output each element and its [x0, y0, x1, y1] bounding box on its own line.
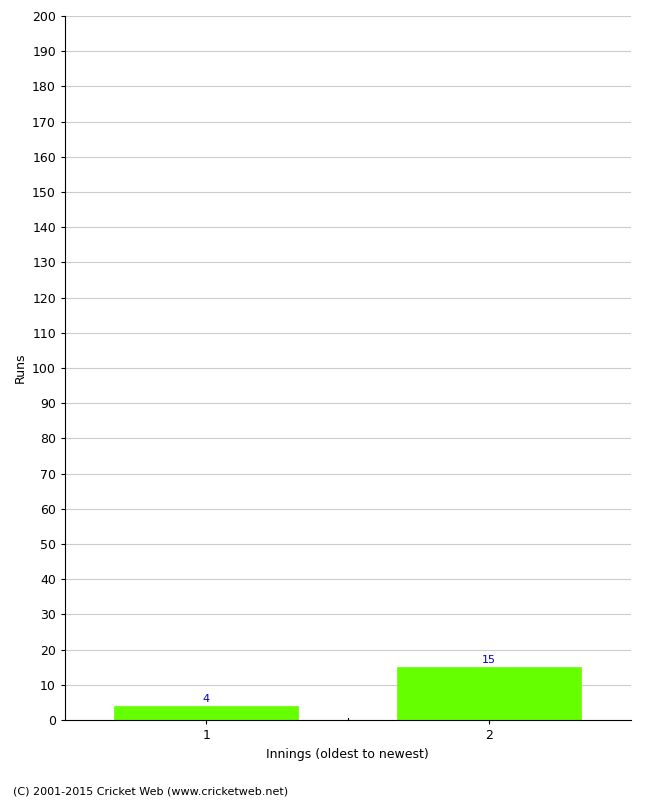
- Text: 15: 15: [482, 655, 496, 666]
- Bar: [114, 706, 298, 720]
- Text: (C) 2001-2015 Cricket Web (www.cricketweb.net): (C) 2001-2015 Cricket Web (www.cricketwe…: [13, 786, 288, 796]
- Text: 4: 4: [203, 694, 210, 704]
- X-axis label: Innings (oldest to newest): Innings (oldest to newest): [266, 747, 429, 761]
- Y-axis label: Runs: Runs: [14, 353, 27, 383]
- Bar: [397, 667, 581, 720]
